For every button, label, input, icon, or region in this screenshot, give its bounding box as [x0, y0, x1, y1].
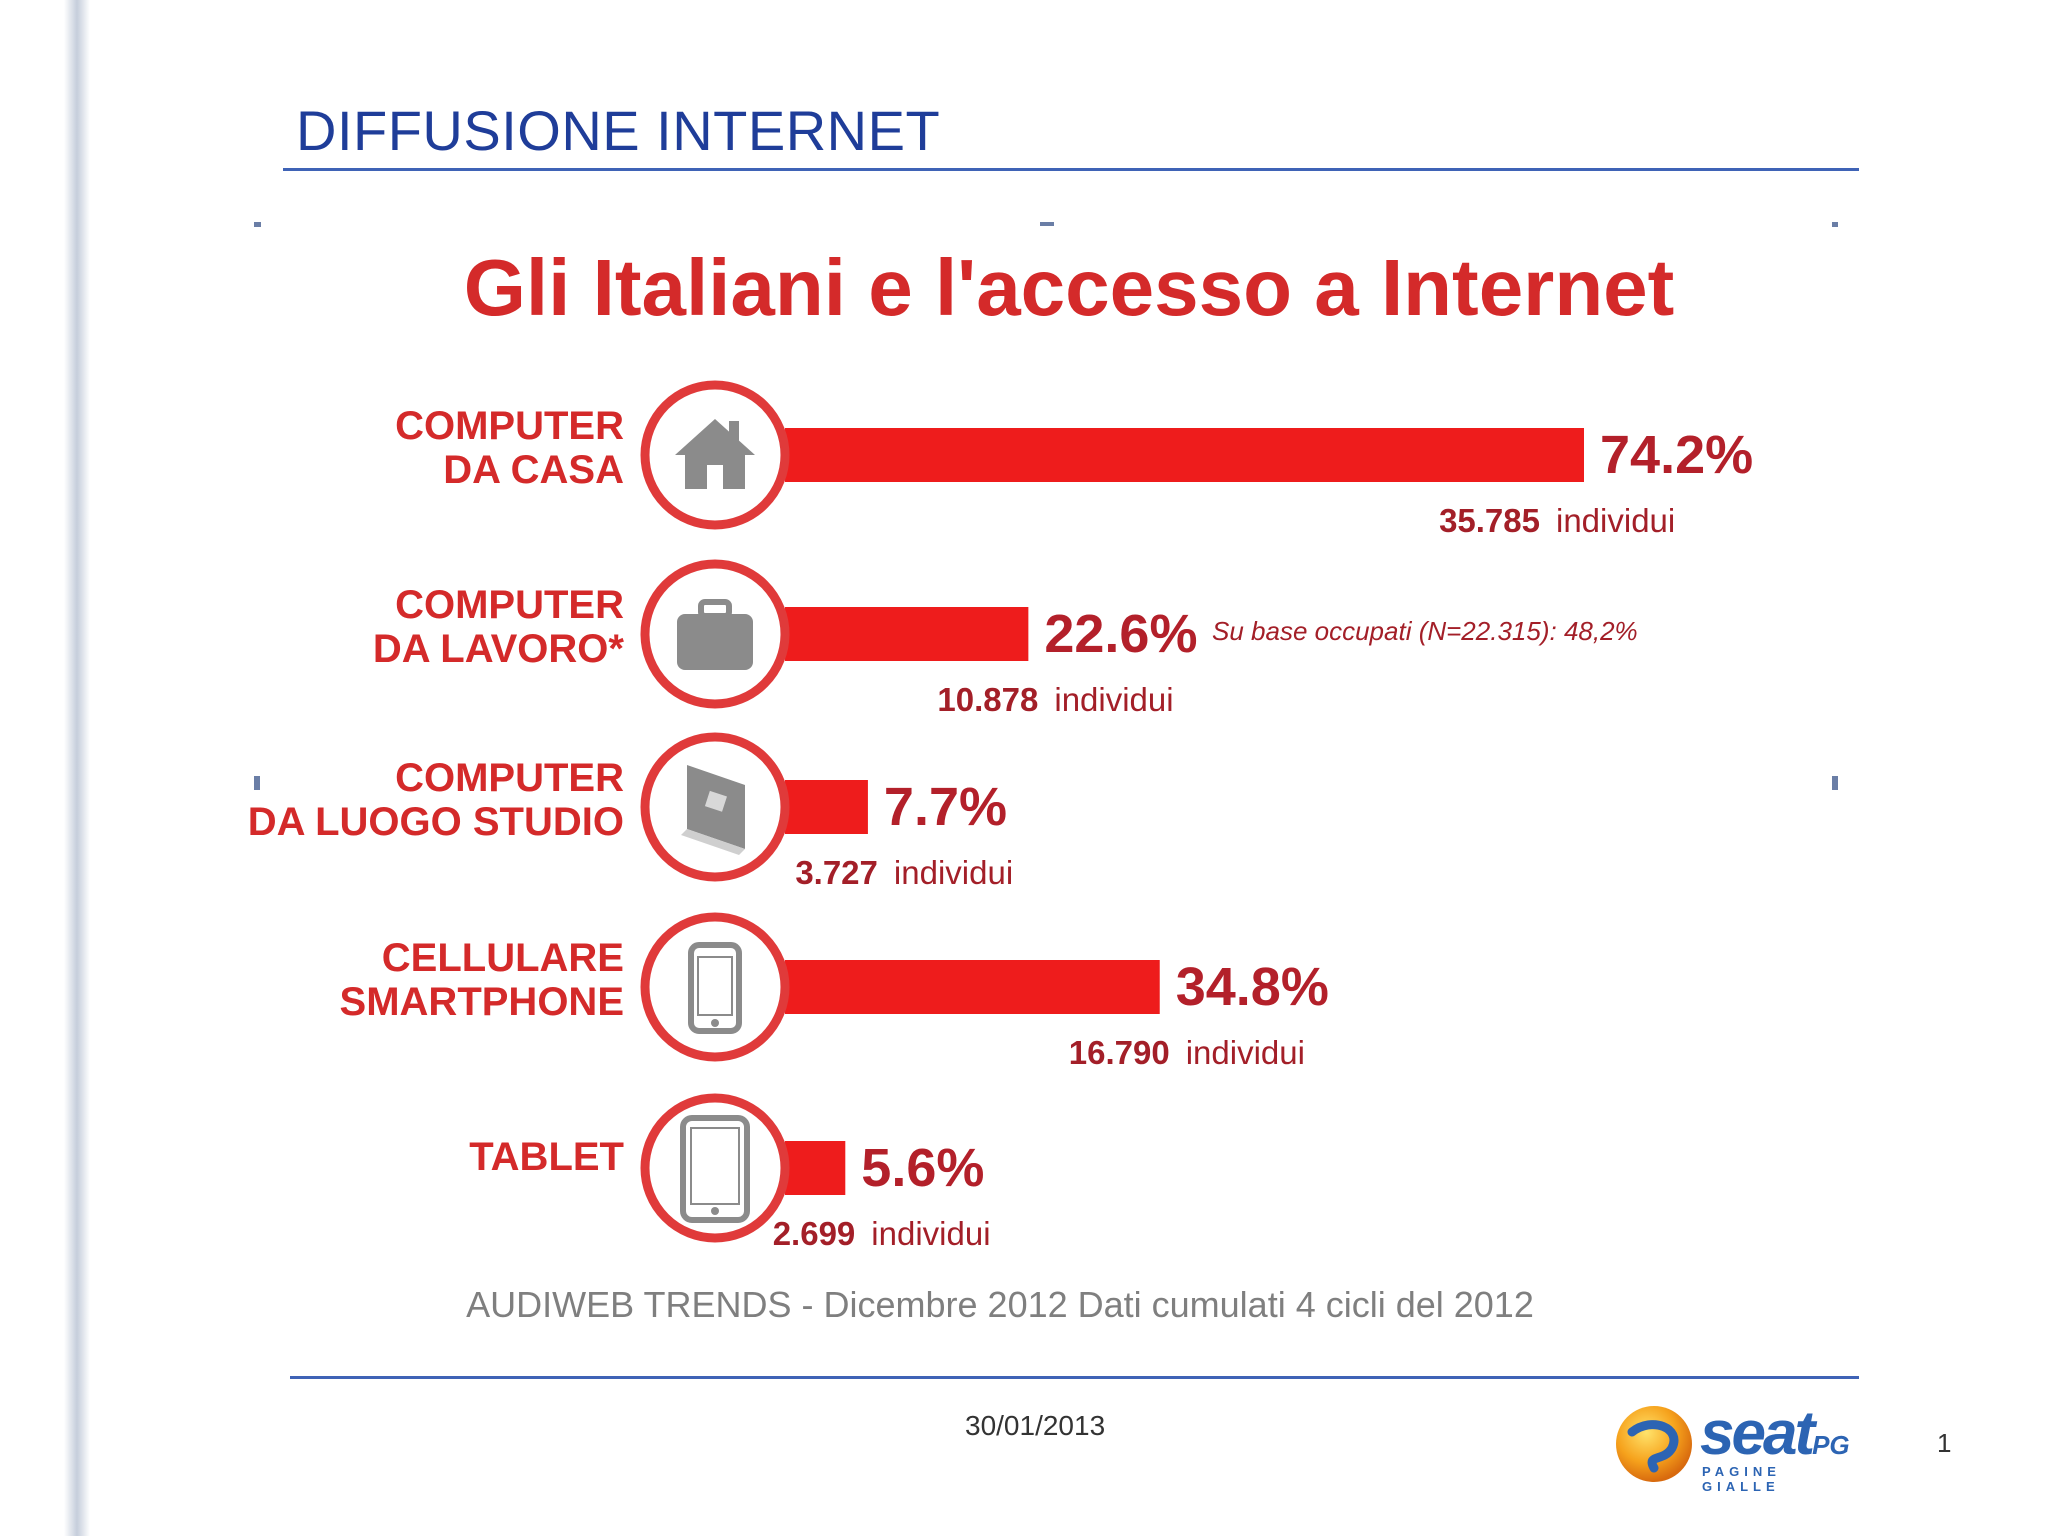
smartphone-icon [688, 942, 742, 1034]
category-label: COMPUTER [395, 404, 624, 448]
footer-rule [290, 1376, 1859, 1379]
unit-label: individui [1556, 502, 1675, 539]
category-label: TABLET [469, 1135, 624, 1179]
category-label: SMARTPHONE [340, 980, 624, 1024]
smartphone-button [711, 1019, 719, 1027]
frame-tick [254, 776, 260, 790]
tablet-screen [690, 1127, 740, 1205]
note-label: Su base occupati (N=22.315): 48,2% [1212, 616, 1638, 646]
seatpg-logo: seatPG PAGINE GIALLE [1612, 1396, 1862, 1494]
frame-tick [1040, 222, 1054, 226]
slide-date: 30/01/2013 [965, 1410, 1106, 1441]
category-label: DA LUOGO STUDIO [248, 800, 624, 844]
house-icon [675, 419, 755, 489]
category-label: CELLULARE [382, 936, 624, 980]
slide-title: DIFFUSIONE INTERNET [296, 99, 941, 162]
briefcase-handle [698, 599, 732, 619]
category-label: COMPUTER [395, 756, 624, 800]
frame-tick [1832, 222, 1838, 227]
value-label: 5.6% [861, 1138, 984, 1198]
book-label [704, 790, 727, 812]
bar [785, 607, 1029, 661]
category-label: DA LAVORO* [373, 627, 625, 671]
house-door [707, 465, 723, 489]
page-number: 1 [1937, 1428, 1952, 1458]
logo-text: seatPG [1700, 1399, 1850, 1468]
category-label: DA CASA [443, 448, 624, 492]
briefcase-icon [677, 614, 753, 670]
frame-tick [254, 222, 261, 227]
frame-tick [1832, 776, 1838, 790]
unit-label: individui [894, 854, 1013, 891]
house-chimney [729, 421, 739, 441]
category-label: COMPUTER [395, 583, 624, 627]
value-label: 7.7% [884, 777, 1007, 837]
bar [785, 1141, 846, 1195]
bar [785, 780, 868, 834]
count-label: 2.699 [773, 1215, 856, 1252]
title-underline [283, 168, 1859, 171]
unit-label: individui [1186, 1034, 1305, 1071]
chart-source: AUDIWEB TRENDS - Dicembre 2012 Dati cumu… [466, 1284, 1534, 1325]
slide-edge-shadow [64, 0, 90, 1536]
bar [785, 428, 1584, 482]
smartphone-screen [697, 956, 733, 1016]
tablet-button [711, 1207, 719, 1215]
count-label: 35.785 [1439, 502, 1540, 539]
book-pages [681, 829, 745, 855]
count-label: 3.727 [795, 854, 878, 891]
tablet-icon [680, 1115, 750, 1223]
unit-label: individui [1054, 681, 1173, 718]
unit-label: individui [871, 1215, 990, 1252]
count-label: 16.790 [1069, 1034, 1170, 1071]
count-label: 10.878 [937, 681, 1038, 718]
logo-subtitle: PAGINE GIALLE [1702, 1464, 1781, 1494]
value-label: 34.8% [1176, 957, 1329, 1017]
bar [785, 960, 1160, 1014]
value-label: 74.2% [1600, 425, 1753, 485]
value-label: 22.6% [1044, 604, 1197, 664]
logo-swirl-icon [1616, 1406, 1692, 1482]
chart-title: Gli Italiani e l'accesso a Internet [464, 243, 1675, 332]
